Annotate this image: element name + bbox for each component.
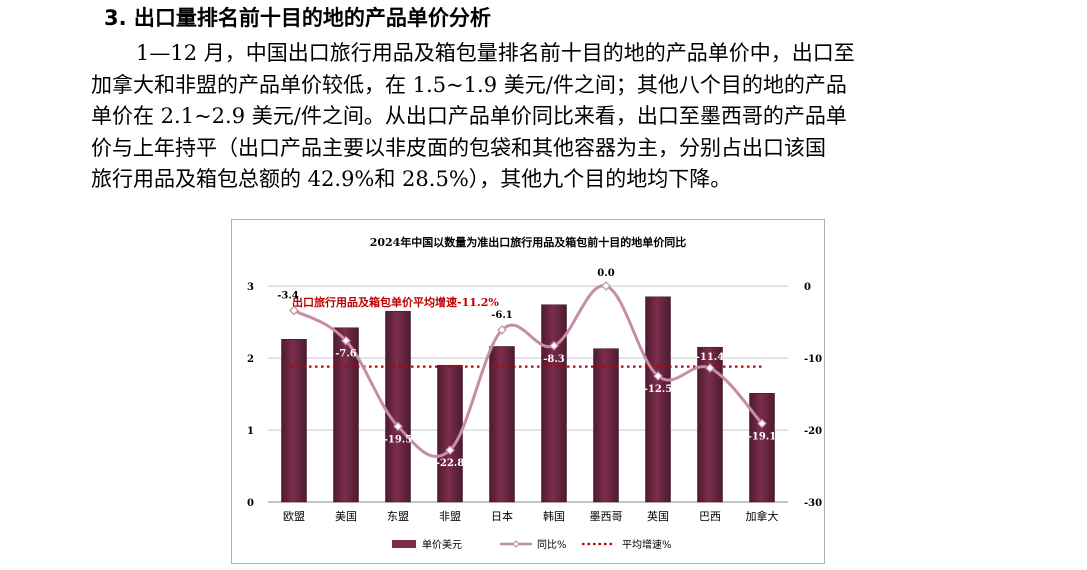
- yoy-data-label: 0.0: [597, 268, 614, 279]
- bar: [333, 327, 359, 503]
- bar: [489, 346, 515, 503]
- paragraph-line: 旅行用品及箱包总额的 42.9%和 28.5%），其他九个目的地均下降。: [91, 167, 732, 191]
- yoy-point: [705, 363, 715, 373]
- bar: [593, 348, 619, 503]
- left-tick-label: 2: [247, 354, 254, 365]
- x-tick-label: 日本: [491, 509, 513, 523]
- price-yoy-chart: 2024年中国以数量为准出口旅行用品及箱包前十目的地单价同比 出口旅行用品及箱包…: [247, 235, 822, 551]
- x-tick-label: 英国: [647, 509, 669, 523]
- bar: [749, 393, 775, 503]
- yoy-data-label: -3.4: [277, 290, 299, 301]
- yoy-data-label: -19.1: [748, 432, 777, 443]
- chart-container: 2024年中国以数量为准出口旅行用品及箱包前十目的地单价同比 出口旅行用品及箱包…: [231, 219, 825, 564]
- x-tick-label: 韩国: [543, 509, 565, 523]
- paragraph-line: 单价在 2.1~2.9 美元/件之间。从出口产品单价同比来看，出口至墨西哥的产品…: [91, 104, 847, 128]
- legend-bar-swatch: [392, 540, 416, 548]
- yoy-data-label: -7.6: [335, 349, 357, 360]
- yoy-point: [445, 445, 455, 456]
- yoy-point: [757, 418, 767, 429]
- left-tick-label: 3: [247, 282, 254, 293]
- bar: [385, 310, 411, 503]
- yoy-point: [289, 305, 299, 316]
- legend-label: 平均增速%: [622, 538, 672, 551]
- x-tick-label: 加拿大: [746, 509, 779, 523]
- section-heading: 3. 出口量排名前十目的地的产品单价分析: [104, 6, 491, 30]
- yoy-data-label: -11.4: [696, 352, 725, 363]
- yoy-data-label: -19.5: [384, 434, 413, 445]
- bar: [645, 296, 671, 503]
- legend-label: 单价美元: [422, 538, 462, 551]
- right-tick-label: 0: [804, 282, 811, 293]
- bar: [437, 364, 463, 503]
- left-tick-label: 0: [247, 498, 254, 509]
- yoy-point: [601, 281, 611, 291]
- x-tick-label: 巴西: [699, 510, 721, 523]
- legend-line-marker: [512, 540, 520, 548]
- yoy-point: [497, 325, 507, 335]
- yoy-data-label: -12.5: [644, 384, 673, 395]
- left-tick-label: 1: [247, 426, 254, 437]
- x-tick-label: 东盟: [387, 510, 409, 523]
- x-tick-label: 美国: [335, 510, 357, 523]
- analysis-paragraph: 1—12 月，中国出口旅行用品及箱包量排名前十目的地的产品单价中，出口至 加拿大…: [91, 38, 996, 196]
- paragraph-line: 1—12 月，中国出口旅行用品及箱包量排名前十目的地的产品单价中，出口至: [136, 41, 855, 65]
- yoy-data-label: -8.3: [543, 354, 565, 365]
- yoy-point: [393, 421, 403, 432]
- yoy-point: [341, 335, 351, 346]
- paragraph-line: 加拿大和非盟的产品单价较低，在 1.5~1.9 美元/件之间；其他八个目的地的产…: [91, 72, 847, 97]
- bar: [281, 339, 307, 503]
- yoy-point: [549, 340, 559, 351]
- right-tick-label: -20: [804, 426, 822, 437]
- legend-label: 同比%: [537, 539, 567, 551]
- yoy-line: [293, 284, 764, 458]
- bar: [697, 346, 723, 503]
- right-tick-label: -10: [804, 354, 822, 365]
- yoy-data-label: -22.8: [436, 458, 465, 469]
- chart-title: 2024年中国以数量为准出口旅行用品及箱包前十目的地单价同比: [370, 235, 687, 249]
- bar: [541, 304, 567, 503]
- yoy-point: [653, 371, 663, 381]
- average-annotation: 出口旅行用品及箱包单价平均增速-11.2%: [292, 295, 499, 309]
- yoy-data-label: -6.1: [491, 310, 513, 321]
- x-tick-label: 非盟: [439, 510, 461, 523]
- right-tick-label: -30: [804, 498, 822, 509]
- x-tick-label: 墨西哥: [590, 510, 623, 523]
- x-tick-label: 欧盟: [283, 510, 305, 523]
- paragraph-line: 价与上年持平（出口产品主要以非皮面的包袋和其他容器为主，分别占出口该国: [91, 135, 826, 160]
